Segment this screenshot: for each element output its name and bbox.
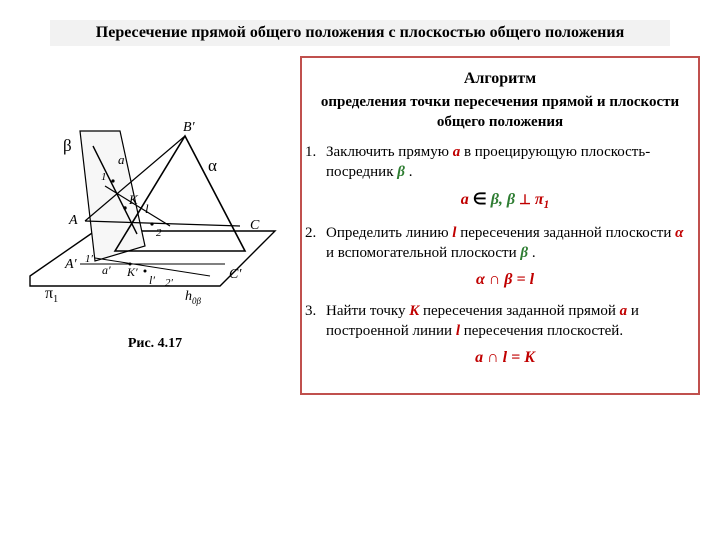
label-Kp: K′ — [126, 265, 138, 279]
step1-formula: a ∈ β, β ⊥ π1 — [326, 189, 684, 213]
label-1: 1 — [101, 171, 107, 183]
step3-text-post: пересечения плоскостей. — [460, 323, 623, 339]
step1-var-beta: β — [397, 164, 405, 180]
label-C: C — [250, 218, 260, 233]
step2-var-beta: β — [520, 245, 528, 261]
step2-var-alpha: α — [675, 225, 683, 241]
label-a: a — [118, 152, 125, 167]
label-ap: a′ — [102, 263, 111, 277]
step3-var-a: a — [620, 303, 628, 319]
label-beta: β — [63, 136, 72, 155]
f1-beta: β, β — [487, 191, 519, 208]
figure-caption: Рис. 4.17 — [128, 336, 182, 352]
label-K: K — [128, 192, 139, 207]
figure-4-17: β α B′ C C′ A A′ K K′ l l′ a a′ 1 1′ 2 2… — [25, 116, 285, 306]
step3-text-pre: Найти точку — [326, 303, 409, 319]
step3-text-mid: пересечения заданной прямой — [419, 303, 619, 319]
step3-var-K: K — [409, 303, 419, 319]
step2-formula: α ∩ β = l — [326, 269, 684, 291]
label-A: A — [68, 213, 78, 228]
algo-step-1: Заключить прямую a в проецирующую плоско… — [320, 142, 684, 213]
step2-text-mid2: и вспомогательной плоскости — [326, 245, 520, 261]
step2-text-post: . — [528, 245, 536, 261]
algo-subheading: определения точки пересечения прямой и п… — [316, 92, 684, 133]
step1-text-pre: Заключить прямую — [326, 144, 453, 160]
label-lp: l′ — [149, 273, 155, 287]
f1-in: ∈ — [473, 191, 487, 208]
figure-column: β α B′ C C′ A A′ K K′ l l′ a a′ 1 1′ 2 2… — [10, 56, 300, 352]
label-h0b: h0β — [185, 289, 202, 306]
step1-text-post: . — [405, 164, 413, 180]
label-Ap: A′ — [64, 257, 78, 272]
label-alpha: α — [208, 156, 217, 175]
label-2: 2 — [156, 227, 162, 239]
algorithm-box: Алгоритм определения точки пересечения п… — [300, 56, 700, 395]
f1-pi-sub: 1 — [544, 199, 550, 211]
label-pi1: π1 — [45, 285, 58, 305]
f1-pi: π — [531, 191, 544, 208]
label-l: l — [145, 201, 149, 216]
algo-heading: Алгоритм — [316, 68, 684, 90]
step2-text-pre: Определить линию — [326, 225, 452, 241]
label-2p: 2′ — [165, 277, 174, 289]
label-1p: 1′ — [85, 253, 94, 265]
algo-step-3: Найти точку K пересечения заданной прямо… — [320, 301, 684, 369]
step3-formula: a ∩ l = K — [326, 347, 684, 369]
label-Bp: B′ — [183, 120, 196, 135]
algo-list: Заключить прямую a в проецирующую плоско… — [310, 142, 684, 369]
label-Cp: C′ — [229, 267, 242, 282]
f1-perp: ⊥ — [519, 192, 531, 207]
step2-text-mid: пересечения заданной плоскости — [456, 225, 675, 241]
page-title: Пересечение прямой общего положения с пл… — [50, 20, 670, 46]
content-row: β α B′ C C′ A A′ K K′ l l′ a a′ 1 1′ 2 2… — [0, 56, 720, 395]
algo-step-2: Определить линию l пересечения заданной … — [320, 223, 684, 291]
f1-a: a — [461, 191, 473, 208]
